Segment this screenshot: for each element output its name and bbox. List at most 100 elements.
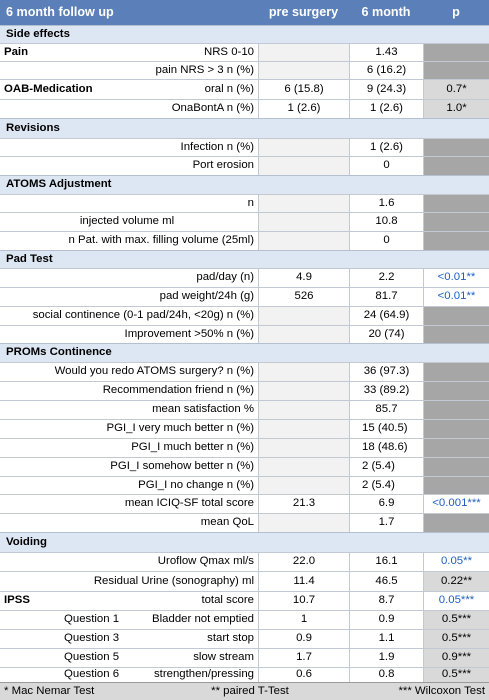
cell-pre [258,439,349,457]
section-title: Voiding [6,535,47,548]
row-label: Recommendation friend n (%) [102,384,254,397]
row-label: Would you redo ATOMS surgery? n (%) [54,365,254,378]
cell-6-month: 33 (89.2) [349,382,423,400]
cell-p: 0.5*** [423,668,489,682]
cell-p [423,195,489,212]
subheading-oab: OAB-Medication [4,82,93,95]
cell-pre: 4.9 [258,269,349,287]
table-row: Uroflow Qmax ml/s 22.0 16.1 0.05** [0,552,489,571]
cell-p: 0.05*** [423,592,489,610]
section-title: Pad Test [6,252,53,265]
cell-p [423,382,489,400]
cell-6-month: 85.7 [349,401,423,419]
col-header-p: p [452,5,460,20]
cell-pre [258,458,349,476]
table-row: injected volume ml 10.8 [0,212,489,231]
cell-pre [258,401,349,419]
table-footer: * Mac Nemar Test ** paired T-Test *** Wi… [0,682,489,700]
cell-6-month: 1.1 [349,630,423,648]
col-header-pre-surgery: pre surgery [268,5,339,20]
cell-p [423,439,489,457]
row-label: mean QoL [200,516,254,529]
table-row: Residual Urine (sonography) ml 11.4 46.5… [0,571,489,591]
cell-p [423,213,489,231]
row-label: Question 3 start stop [0,630,258,648]
cell-p: 0.9*** [423,649,489,667]
cell-6-month: 6 (16.2) [349,62,423,79]
cell-pre: 0.6 [258,668,349,682]
cell-p: <0.01** [423,288,489,306]
row-label: total score [201,594,254,607]
cell-6-month: 81.7 [349,288,423,306]
section-title: Revisions [6,121,60,134]
table-row: social continence (0-1 pad/24h, <20g) n … [0,306,489,325]
cell-p [423,62,489,79]
row-label: Residual Urine (sonography) ml [93,574,254,587]
cell-pre [258,62,349,79]
cell-p [423,232,489,250]
cell-6-month: 1.43 [349,44,423,61]
question-text: Bladder not emptied [152,613,254,626]
table-row: pad/day (n) 4.9 2.2 <0.01** [0,268,489,287]
row-label: PGI_I much better n (%) [131,441,254,454]
section-voiding: Voiding [0,532,489,552]
table-header: 6 month follow up pre surgery 6 month p [0,0,489,25]
cell-pre [258,307,349,325]
table-row: PGI_I much better n (%) 18 (48.6) [0,438,489,457]
cell-pre: 1 [258,611,349,629]
table-title: 6 month follow up [6,5,114,20]
section-title: Side effects [6,27,70,40]
cell-p: 0.5*** [423,630,489,648]
row-label: social continence (0-1 pad/24h, <20g) n … [32,309,254,322]
cell-6-month: 6.9 [349,495,423,513]
cell-p: <0.001*** [423,495,489,513]
row-label: mean satisfaction % [152,403,254,416]
table-row: n 1.6 [0,194,489,212]
cell-6-month: 1.6 [349,195,423,212]
cell-pre [258,157,349,175]
table-row: OnaBontA n (%) 1 (2.6) 1 (2.6) 1.0* [0,99,489,118]
row-label: injected volume ml [79,215,175,228]
table-row: PGI_I no change n (%) 2 (5.4) [0,476,489,494]
section-atoms-adjustment: ATOMS Adjustment [0,175,489,194]
row-label: n Pat. with max. filling volume (25ml) [68,234,254,247]
row-label: pain NRS > 3 n (%) [155,63,254,76]
cell-6-month: 15 (40.5) [349,420,423,438]
row-label: Question 1 Bladder not emptied [0,611,258,629]
cell-pre [258,195,349,212]
subheading-pain: Pain [4,45,29,58]
cell-p [423,44,489,61]
table-row: Question 6 strengthen/pressing 0.6 0.8 0… [0,667,489,682]
table-row: OAB-Medication oral n (%) 6 (15.8) 9 (24… [0,79,489,99]
cell-6-month: 1 (2.6) [349,139,423,156]
section-revisions: Revisions [0,118,489,138]
cell-6-month: 2 (5.4) [349,477,423,494]
cell-6-month: 0.8 [349,668,423,682]
row-label: Uroflow Qmax ml/s [157,555,254,568]
row-label: NRS 0-10 [203,45,254,58]
cell-pre: 11.4 [258,572,349,591]
cell-6-month: 0 [349,232,423,250]
cell-6-month: 0.9 [349,611,423,629]
table-row: Question 3 start stop 0.9 1.1 0.5*** [0,629,489,648]
cell-pre [258,477,349,494]
table-row: pain NRS > 3 n (%) 6 (16.2) [0,61,489,79]
table-row: Pain NRS 0-10 1.43 [0,43,489,61]
cell-p [423,477,489,494]
cell-p: 0.05** [423,553,489,571]
cell-pre: 1 (2.6) [258,100,349,118]
cell-p: <0.01** [423,269,489,287]
cell-6-month: 36 (97.3) [349,363,423,381]
table-row: Infection n (%) 1 (2.6) [0,138,489,156]
cell-6-month: 2.2 [349,269,423,287]
cell-pre [258,326,349,343]
col-header-6-month: 6 month [361,5,411,20]
table-row: mean ICIQ-SF total score 21.3 6.9 <0.001… [0,494,489,513]
row-label: mean ICIQ-SF total score [124,497,254,510]
cell-pre [258,420,349,438]
question-text: start stop [207,632,254,645]
table-row: PGI_I somehow better n (%) 2 (5.4) [0,457,489,476]
cell-pre: 21.3 [258,495,349,513]
row-label: Question 6 strengthen/pressing [0,668,258,682]
